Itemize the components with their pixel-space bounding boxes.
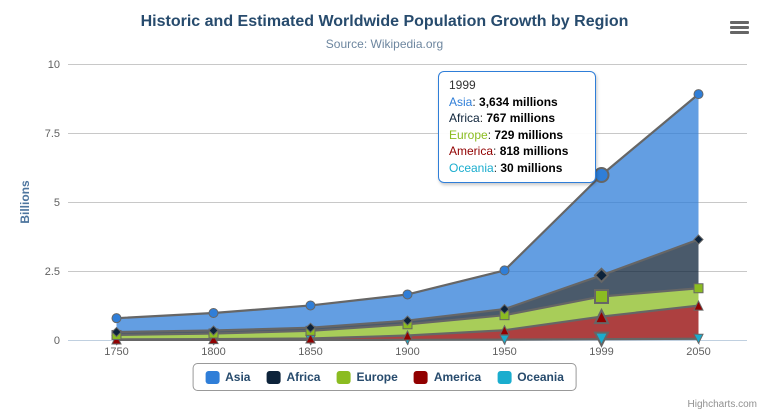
x-axis-label: 1999 [589,346,613,358]
legend-symbol-icon [413,370,428,384]
legend-item-africa[interactable]: Africa [266,370,320,384]
marker-africa-1800[interactable] [208,325,219,336]
credits-link[interactable]: Highcharts.com [687,399,757,410]
marker-asia-1800[interactable] [208,308,219,319]
x-axis-label: 2050 [686,346,710,358]
y-axis-label: 10 [48,59,60,71]
marker-africa-1950[interactable] [499,303,510,315]
chart-subtitle: Source: Wikipedia.org [325,37,444,51]
legend-label: America [433,370,482,384]
x-axis-label: 1950 [492,346,516,358]
tooltip: 1999 Asia: 3,634 millions Africa: 767 mil… [438,71,596,183]
tooltip-rows: Asia: 3,634 millions Africa: 767 millions… [449,94,585,177]
legend-symbol-icon [497,370,512,384]
marker-asia-1850[interactable] [305,300,316,311]
tooltip-series-name: Africa [449,111,480,126]
marker-america-1800[interactable] [208,333,219,345]
legend-symbol-icon [266,370,281,384]
legend-item-america[interactable]: America [413,370,482,384]
export-menu-button[interactable] [730,21,749,34]
marker-asia-1750[interactable] [111,313,122,324]
x-axis-label: 1850 [298,346,322,358]
marker-america-1999[interactable] [593,307,610,325]
y-axis-label: 5 [54,197,60,209]
legend: Asia Africa Europe America Oceania [192,363,577,391]
marker-america-1900[interactable] [402,329,413,341]
tooltip-series-value: 818 millions [499,144,569,159]
legend-label: Oceania [517,370,564,384]
marker-america-1850[interactable] [305,332,316,344]
chart-title: Historic and Estimated Worldwide Populat… [140,13,629,30]
legend-item-europe[interactable]: Europe [336,370,398,384]
tooltip-row-oceania: Oceania: 30 millions [449,160,563,175]
marker-asia-1950[interactable] [499,265,510,276]
marker-asia-2050[interactable] [693,89,704,100]
legend-symbol-icon [205,370,220,384]
series-area-asia[interactable] [116,94,699,333]
marker-asia-1900[interactable] [402,289,413,300]
legend-label: Europe [356,370,398,384]
tooltip-row-europe: Europe: 729 millions [449,127,564,142]
tooltip-series-value: 30 millions [500,160,563,175]
legend-symbol-icon [336,370,351,384]
tooltip-series-value: 767 millions [486,111,556,126]
marker-africa-1750[interactable] [111,326,122,338]
marker-africa-2050[interactable] [693,234,704,245]
series-area-america[interactable] [116,305,699,340]
y-axis-label: 2.5 [45,266,60,278]
legend-item-oceania[interactable]: Oceania [497,370,564,384]
legend-label: Africa [286,370,321,384]
marker-europe-1999[interactable] [594,288,609,304]
tooltip-series-name: Oceania [449,160,494,175]
marker-europe-2050[interactable] [693,283,704,294]
legend-label: Asia [225,370,251,384]
marker-oceania-1999[interactable] [593,331,610,348]
tooltip-series-name: Europe [449,127,488,142]
marker-oceania-2050[interactable] [693,333,704,345]
tooltip-series-name: Asia [449,94,473,109]
marker-africa-1900[interactable] [402,315,413,326]
x-axis-label: 1800 [201,346,225,358]
y-axis-label: 0 [54,335,60,347]
marker-asia-1999[interactable] [593,167,610,184]
y-axis-title: Billions [18,180,32,224]
tooltip-row-asia: Asia: 3,634 millions [449,94,558,109]
x-axis-label: 1900 [395,346,419,358]
x-axis-label: 1750 [104,346,128,358]
marker-africa-1850[interactable] [305,322,316,333]
tooltip-row-america: America: 818 millions [449,144,569,159]
marker-america-1950[interactable] [499,324,510,336]
marker-africa-1999[interactable] [593,267,610,284]
tooltip-series-name: America [449,144,494,159]
tooltip-series-value: 3,634 millions [479,94,558,109]
legend-items: Asia Africa Europe America Oceania [205,370,564,384]
series-area-africa[interactable] [116,239,699,335]
tooltip-row-africa: Africa: 767 millions [449,111,556,126]
tooltip-header: 1999 [449,78,476,92]
marker-america-2050[interactable] [693,299,704,311]
y-axis-label: 7.5 [45,128,60,140]
legend-item-asia[interactable]: Asia [205,370,250,384]
tooltip-series-value: 729 millions [494,127,564,142]
